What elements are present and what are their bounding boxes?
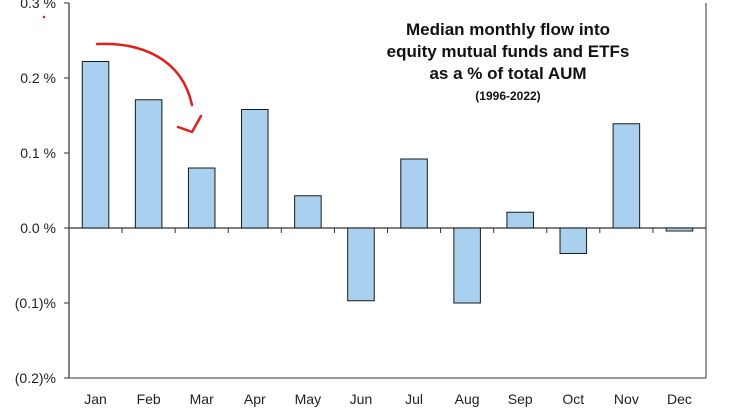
bar-mar [187,167,216,229]
bar-may [294,195,322,229]
red-arrow-annotation [42,15,203,134]
bar-jun [347,227,375,302]
x-label-mar: Mar [190,391,214,407]
bar-sep [506,211,534,229]
arrow-head-icon [176,114,203,134]
x-label-may: May [295,391,321,407]
x-label-apr: Apr [244,391,266,407]
y-tick-label: 0.1 % [20,145,56,161]
x-label-oct: Oct [562,391,584,407]
x-label-nov: Nov [614,391,639,407]
x-label-sep: Sep [508,391,533,407]
bar-apr [241,109,269,229]
x-axis-labels: Jan Feb Mar Apr May Jun Jul Aug Sep Oct Nov Dec [84,391,692,407]
x-label-aug: Aug [455,391,480,407]
y-axis-ticks: 0.3 % 0.2 % 0.1 % 0.0 % (0.1)% (0.2)% [15,0,69,386]
x-label-jan: Jan [84,391,107,407]
bar-aug [453,227,481,304]
bar-dec [665,227,694,232]
bar-jul [400,158,428,229]
chart-title-line-2: equity mutual funds and ETFs [387,42,630,61]
bar-feb [134,99,163,229]
x-label-jun: Jun [350,391,373,407]
y-tick-label: (0.1)% [15,295,56,311]
y-tick-label: 0.3 % [20,0,56,11]
y-tick-label: (0.2)% [15,370,56,386]
x-label-jul: Jul [405,391,423,407]
chart-title-line-1: Median monthly flow into [406,20,610,39]
red-dot-mark [42,15,46,19]
bar-jan [81,61,110,229]
chart-subtitle: (1996-2022) [475,89,540,103]
y-tick-label: 0.2 % [20,70,56,86]
x-axis-ticks [68,228,707,233]
y-tick-label: 0.0 % [20,220,56,236]
chart-title: Median monthly flow into equity mutual f… [387,20,630,103]
x-label-dec: Dec [667,391,692,407]
bars [81,61,694,304]
bar-nov [612,123,641,229]
x-label-feb: Feb [137,391,161,407]
bar-oct [559,227,588,254]
curved-arrow-icon [95,42,194,107]
chart-title-line-3: as a % of total AUM [429,64,586,83]
